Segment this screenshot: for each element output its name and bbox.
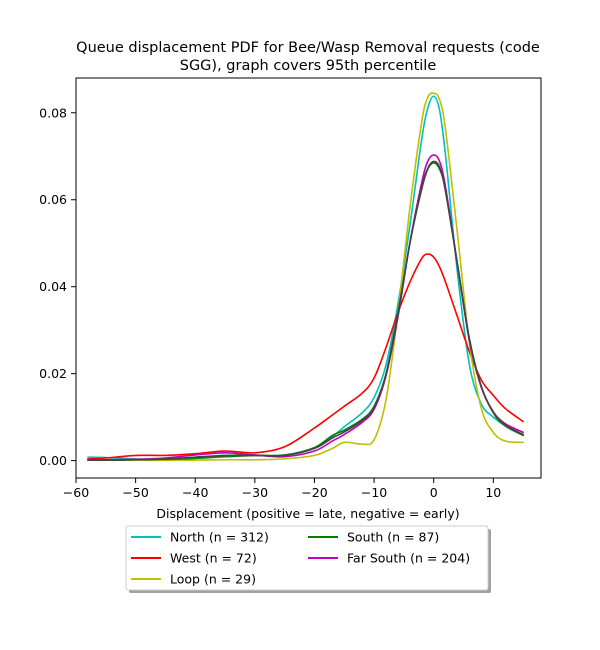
legend-box — [125, 525, 489, 591]
series-line-far-south — [87, 154, 524, 461]
y-tick-label: 0.00 — [39, 453, 67, 468]
series-line-south — [87, 161, 524, 462]
x-tick-label: 10 — [485, 485, 501, 500]
y-tick-label: 0.02 — [39, 366, 67, 381]
series-line-north — [87, 95, 524, 461]
x-tick-label: −60 — [63, 485, 89, 500]
plot-area-frame — [75, 77, 542, 479]
y-tick-label: 0.06 — [39, 192, 67, 207]
series-line-loop — [87, 92, 524, 462]
chart-title-line-1: Queue displacement PDF for Bee/Wasp Remo… — [76, 40, 540, 56]
chart-title-line-2: SGG), graph covers 95th percentile — [180, 58, 437, 74]
y-tick-label: 0.04 — [39, 279, 67, 294]
x-tick-label: −40 — [182, 485, 208, 500]
legend-label: South (n = 87) — [347, 530, 439, 545]
x-tick-label: 0 — [430, 485, 438, 500]
x-tick-label: −10 — [361, 485, 387, 500]
legend-label: Far South (n = 204) — [347, 551, 470, 566]
series-line-unlabeled — [87, 160, 524, 462]
legend-label: West (n = 72) — [170, 551, 257, 566]
legend-label: North (n = 312) — [170, 530, 269, 545]
x-axis: −60 −50 −40 −30 −20 −10 0 10 — [63, 478, 501, 500]
series-lines — [87, 92, 524, 462]
x-tick-label: −50 — [122, 485, 148, 500]
x-tick-label: −30 — [242, 485, 268, 500]
legend-label: Loop (n = 29) — [170, 572, 256, 587]
series-line-west — [87, 253, 524, 460]
y-axis: 0.00 0.02 0.04 0.06 0.08 — [39, 105, 76, 468]
x-tick-label: −20 — [301, 485, 327, 500]
y-tick-label: 0.08 — [39, 105, 67, 120]
legend: North (n = 312) South (n = 87) West (n = 7… — [125, 525, 491, 593]
chart-title: Queue displacement PDF for Bee/Wasp Remo… — [76, 40, 540, 74]
x-axis-label: Displacement (positive = late, negative … — [156, 506, 459, 521]
